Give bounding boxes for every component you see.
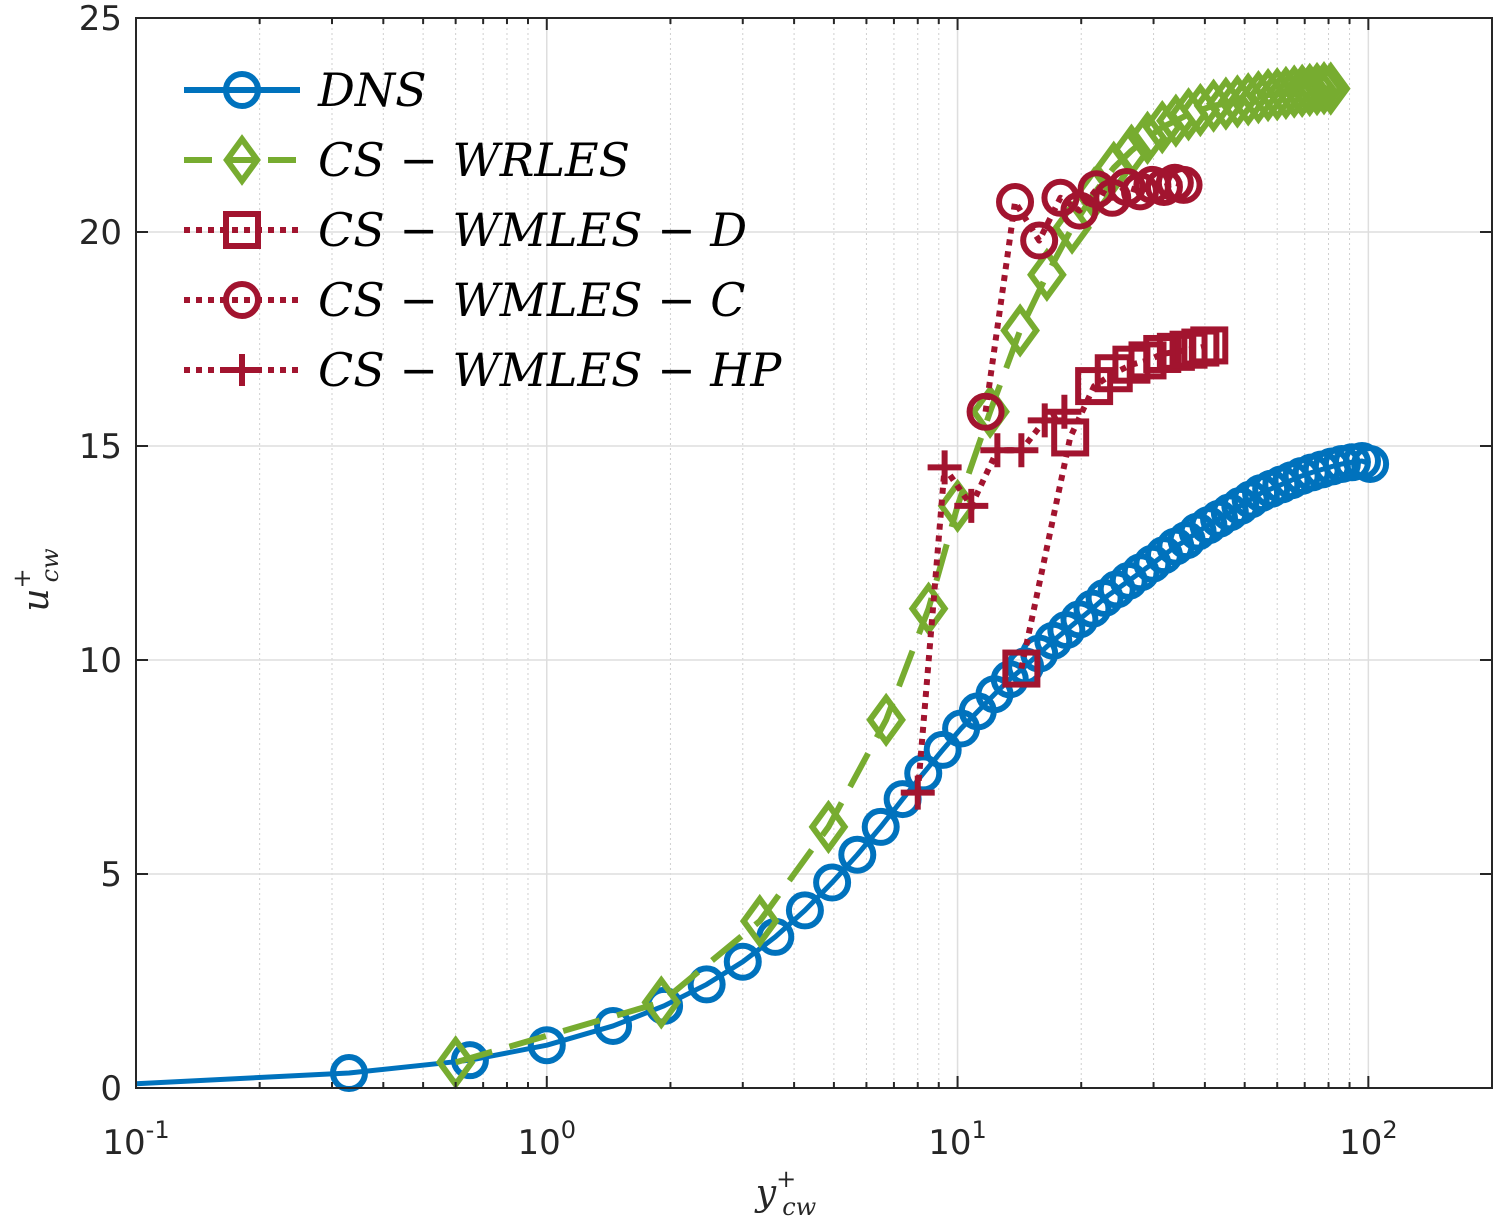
x-tick-base: 10 [102, 1123, 145, 1163]
diamond-marker [1027, 247, 1067, 302]
y-label-sup: + [8, 568, 36, 588]
x-label-main: y [754, 1173, 777, 1214]
square-marker [1002, 649, 1041, 688]
y-label-main: u [16, 588, 57, 611]
circle-marker [923, 730, 962, 769]
circle-marker [223, 281, 261, 319]
y-tick-label: 5 [100, 855, 122, 895]
x-tick-label: 100 [518, 1116, 577, 1163]
x-tick-exponent: 2 [1382, 1116, 1397, 1144]
circle-marker [838, 835, 877, 874]
circle-marker [1164, 165, 1203, 204]
circle-marker [1020, 221, 1059, 260]
circle-marker [594, 1006, 633, 1045]
legend-entry: CS − WMLES − D [184, 203, 747, 257]
x-axis-label: y+ cw [754, 1165, 817, 1221]
x-tick-label: 102 [1339, 1116, 1398, 1163]
x-tick-label: 101 [928, 1116, 987, 1163]
diamond-marker [1297, 61, 1337, 117]
legend-label: CS − WRLES [318, 133, 630, 187]
square-marker [1190, 326, 1229, 365]
square-marker [1051, 418, 1090, 457]
legend-label: DNS [317, 63, 427, 117]
diamond-marker [739, 893, 780, 949]
y-tick-label: 25 [79, 0, 122, 39]
x-tick-exponent: 0 [561, 1116, 576, 1144]
square-marker [1075, 367, 1114, 406]
x-axis-ticks: 10-1 100 101 102 [102, 18, 1493, 1163]
diamond-marker [866, 692, 906, 748]
circle-marker [687, 965, 726, 1004]
x-tick-base: 10 [928, 1123, 971, 1163]
x-tick-exponent: 1 [972, 1116, 987, 1144]
circle-marker [527, 1026, 566, 1065]
y-tick-label: 0 [100, 1069, 122, 1109]
diamond-marker [223, 134, 261, 186]
circle-marker [450, 1041, 489, 1080]
plot-frame [135, 17, 1493, 1089]
legend-entry: CS − WMLES − HP [184, 343, 782, 397]
svg-text:u+cw: u+cw [8, 548, 64, 612]
x-label-sub: cw [782, 1193, 816, 1221]
circle-marker [1351, 444, 1390, 483]
diamond-marker [1310, 61, 1351, 116]
legend-entry: CS − WMLES − C [184, 273, 746, 327]
x-tick-base: 10 [1339, 1123, 1382, 1163]
plot-background [136, 18, 1492, 1088]
diamond-marker [1304, 61, 1344, 116]
y-tick-label: 20 [79, 213, 122, 253]
circle-marker [966, 392, 1005, 431]
series-layer [135, 61, 1390, 1093]
legend-label: CS − WMLES − HP [318, 343, 782, 397]
y-axis-ticks: 0 5 10 15 20 25 [79, 0, 1492, 1109]
square-marker [223, 211, 261, 249]
circle-marker [723, 942, 762, 981]
diamond-marker [1052, 200, 1092, 255]
y-label-sub: cw [36, 548, 64, 582]
circle-marker [813, 863, 852, 902]
x-label-sup: + [776, 1165, 796, 1193]
circle-marker [996, 183, 1035, 222]
legend-label: CS − WMLES − C [318, 273, 746, 327]
x-tick-base: 10 [518, 1123, 561, 1163]
diamond-marker [1000, 303, 1040, 358]
legend-entry: DNS [184, 63, 427, 117]
circle-marker [785, 891, 824, 930]
series-dns [135, 441, 1390, 1093]
legend-entry: CS − WRLES [184, 133, 630, 187]
legend: DNS CS − WRLES CS − WMLES − D CS − WMLES − … [184, 63, 782, 397]
diamond-marker [908, 581, 949, 636]
diamond-marker [641, 975, 682, 1030]
circle-marker [329, 1054, 368, 1093]
series-cs-wmles-d [1002, 326, 1229, 688]
circle-marker [861, 807, 900, 846]
y-tick-label: 15 [79, 427, 122, 467]
y-tick-label: 10 [79, 641, 122, 681]
diamond-marker [808, 799, 849, 855]
circle-marker [904, 754, 943, 793]
legend-label: CS − WMLES − D [318, 203, 747, 257]
y-axis-label: u+cw [8, 548, 64, 612]
x-tick-label: 10-1 [102, 1116, 169, 1163]
diamond-marker [1127, 110, 1168, 166]
series-cs-wmles-hp [900, 394, 1082, 810]
x-tick-exponent: -1 [146, 1116, 170, 1144]
series-cs-wmles-c [966, 163, 1203, 431]
circle-marker [223, 71, 261, 109]
